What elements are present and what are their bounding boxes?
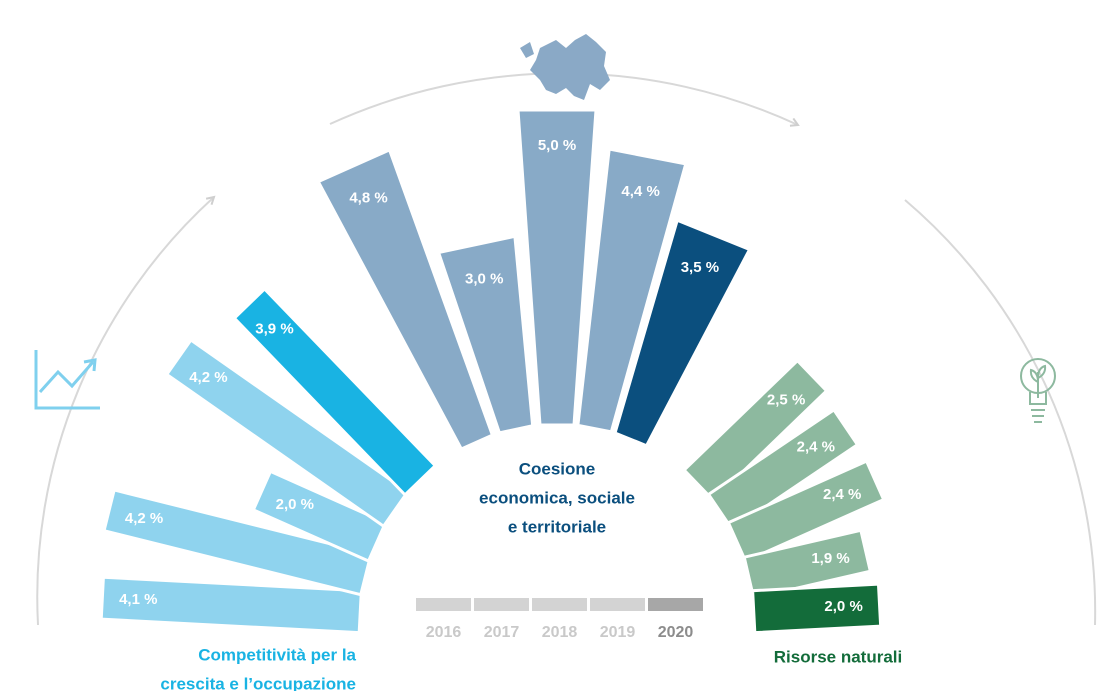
group-name: Competitività per la [198,645,356,664]
bar [164,337,410,529]
chart-icon [34,350,100,410]
bar [726,459,886,564]
bar [232,286,438,497]
value-label: 3,0 % [465,271,503,288]
value-label: 1,9 % [811,550,849,567]
legend-swatch [648,598,703,611]
legend-label: 2019 [600,624,636,641]
bar [576,147,688,434]
value-label: 2,4 % [823,486,861,503]
bar [436,234,535,435]
legend-label: 2018 [542,624,578,641]
value-label: 3,5 % [681,259,719,276]
legend-label: 2020 [658,624,694,641]
arc-left [36,197,214,626]
bar [316,147,495,451]
legend-label: 2016 [426,624,462,641]
legend-swatch [590,598,645,611]
value-label: 2,0 % [276,496,314,513]
value-label: 4,2 % [189,369,227,386]
value-label: 5,0 % [538,137,576,154]
legend-label: 2017 [484,624,520,641]
value-label: 4,4 % [621,183,659,200]
bulb-icon [1020,358,1056,423]
decoration [34,34,1097,626]
value-label: 4,8 % [349,190,387,207]
legend: 2016 2017 2018 2019 2020 [416,598,703,641]
value-label: 2,4 % [797,438,835,455]
bar [516,108,598,427]
bar [742,528,873,600]
bar [102,488,373,597]
group-name: Risorse naturali [774,647,903,666]
bar [751,582,883,635]
value-label: 2,5 % [767,392,805,409]
legend-swatch [532,598,587,611]
group-name: crescita e l’occupazione [160,674,356,691]
bars: 4,1 % 4,2 % 2,0 % 4,2 % 3,9 % 4,8 % 3,0 % 5,0 %… [99,108,886,635]
legend-swatch [416,598,471,611]
group-name: e territoriale [508,517,606,536]
bar [706,407,860,532]
group-name: Coesione [519,459,596,478]
value-label: 4,1 % [119,591,157,608]
value-label: 4,2 % [125,510,163,527]
arc-right [904,199,1097,626]
bar [613,218,752,448]
bar [99,575,363,635]
bar [251,469,388,564]
value-label: 3,9 % [255,320,293,337]
group-names: Competitività per la crescita e l’occupaz… [160,459,902,691]
value-label: 2,0 % [824,598,862,615]
europe-icon [520,34,610,100]
legend-swatch [474,598,529,611]
group-name: economica, sociale [479,488,635,507]
bar [682,358,829,503]
